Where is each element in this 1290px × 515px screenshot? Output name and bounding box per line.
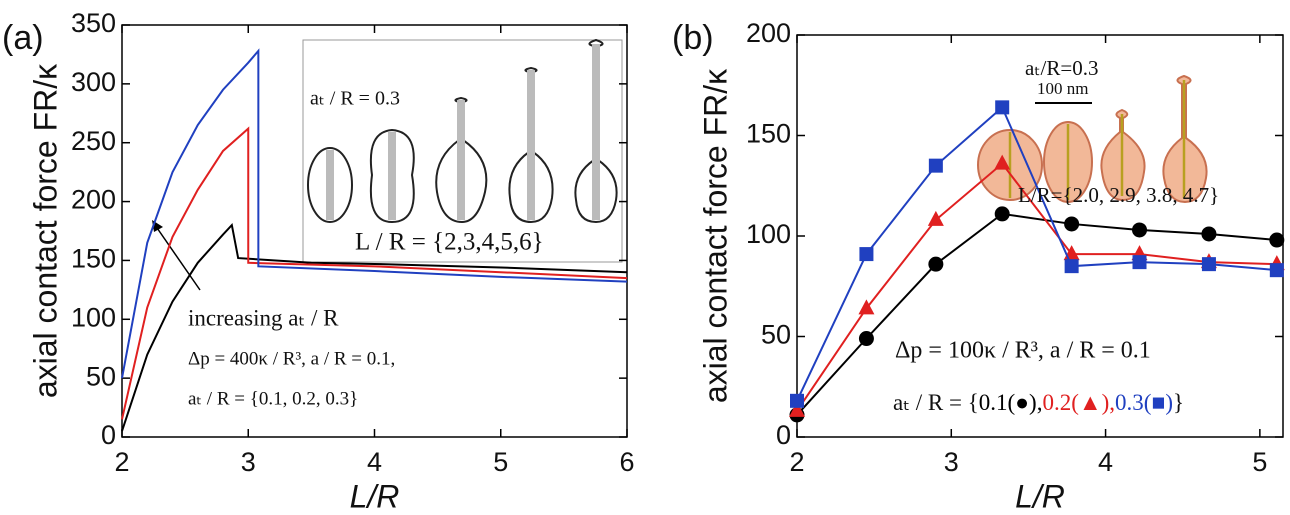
y-tick-label: 0 [101,420,116,450]
legend-entry: 0.3(■) [1115,390,1173,415]
marker [1132,255,1147,270]
y-tick-label: 250 [71,126,116,156]
legend-prefix: aₜ / R = { [893,390,979,415]
series-line [796,162,1277,412]
x-tick-label: 4 [367,447,382,477]
x-axis-label: L/R [350,478,400,514]
legend-entry: 0.1(●), [979,390,1043,415]
x-tick-label: 3 [241,447,256,477]
marker [789,401,805,417]
legend-suffix: } [1173,390,1184,415]
annotation: Δp = 400κ / R³, a / R = 0.1, [188,348,395,369]
x-tick-label: 5 [1252,447,1267,477]
series-line [121,222,628,432]
marker [1269,232,1285,248]
annotation: L/R={2.0, 2.9, 3.8, 4.7} [1018,183,1219,207]
annotation: aₜ/R=0.3 [1025,56,1098,80]
series-line [121,126,628,420]
x-axis-label: L/R [1015,478,1065,514]
marker [1201,226,1217,242]
panel-label: (b) [672,19,714,57]
marker [858,331,874,347]
marker [858,299,875,315]
marker [790,393,804,408]
y-tick-label: 50 [761,320,791,350]
y-axis-label: axial contact force FR/κ [697,68,733,403]
y-tick-label: 350 [71,8,116,38]
inset-a [302,38,623,263]
y-tick-label: 300 [71,67,116,97]
marker [1201,257,1216,272]
marker [1064,259,1079,274]
annotation: Δp = 100κ / R³, a / R = 0.1 [895,338,1151,364]
y-tick-label: 0 [776,420,791,450]
marker [1064,216,1080,232]
y-tick-label: 100 [71,302,116,332]
marker [995,100,1010,115]
marker [994,154,1011,170]
marker [994,206,1010,222]
marker [1132,222,1148,238]
marker [928,158,943,173]
inset-b [977,74,1208,204]
y-axis-label: axial contact force FR/κ [27,63,63,398]
series-line [796,105,1277,402]
y-tick-label: 150 [746,119,791,149]
marker [928,256,944,272]
x-tick-label: 4 [1098,447,1113,477]
x-tick-label: 5 [493,447,508,477]
panel-label: (a) [2,19,44,57]
series-line [121,48,628,379]
annotation: increasing aₜ / R [188,305,339,330]
arrow [154,224,201,291]
y-tick-label: 200 [746,18,791,48]
x-tick-label: 2 [114,447,129,477]
annotation: aₜ / R = 0.3 [310,88,400,110]
marker [859,247,874,262]
annotation: L / R = {2,3,4,5,6} [355,229,544,256]
annotation: aₜ / R = {0.1, 0.2, 0.3} [188,388,358,409]
y-tick-label: 50 [86,361,116,391]
series-line [796,212,1277,416]
y-tick-label: 100 [746,219,791,249]
legend: aₜ / R = {0.1(●),0.2(▲),0.3(■)} [893,390,1184,415]
marker [1269,263,1284,278]
marker [927,210,944,226]
y-tick-label: 200 [71,185,116,215]
x-tick-label: 6 [619,447,634,477]
annotation: 100 nm [1037,79,1088,98]
legend-entry: 0.2(▲), [1042,390,1115,415]
x-tick-label: 2 [789,447,804,477]
y-tick-label: 150 [71,244,116,274]
x-tick-label: 3 [944,447,959,477]
